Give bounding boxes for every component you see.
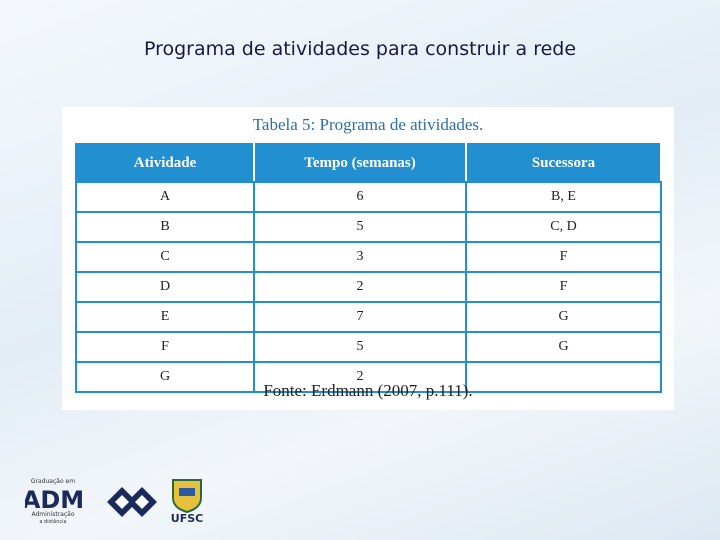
table-caption: Tabela 5: Programa de atividades.	[252, 115, 484, 134]
logo-text: ADM	[25, 486, 84, 514]
logo-text: Administração	[31, 511, 74, 518]
header-cell: Atividade	[75, 143, 255, 183]
table-cell	[465, 361, 662, 393]
slide-title: Programa de atividades para construir a …	[143, 38, 577, 60]
table-cell: 7	[253, 301, 467, 333]
table-image: Tabela 5: Programa de atividades. Ativid…	[62, 107, 674, 410]
table-cell: 5	[253, 211, 467, 243]
table-cell: C, D	[465, 211, 662, 243]
table-cell: 6	[253, 181, 467, 213]
ufsc-crest	[172, 479, 202, 514]
table-row: B 5 C, D	[75, 211, 662, 243]
table-cell: 2	[253, 271, 467, 303]
table-cell: F	[75, 331, 255, 363]
mec-logo	[107, 487, 157, 517]
table-cell: 2	[253, 361, 467, 393]
table-cell: G	[465, 331, 662, 363]
table-cell: B, E	[465, 181, 662, 213]
header-cell: Tempo (semanas)	[253, 143, 467, 183]
table-cell: B	[75, 211, 255, 243]
logo-text: a distância	[39, 518, 66, 525]
header-row: Atividade Tempo (semanas) Sucessora	[75, 143, 662, 183]
table-cell: A	[75, 181, 255, 213]
table-row: A 6 B, E	[75, 181, 662, 213]
table-cell: E	[75, 301, 255, 333]
table-cell: G	[75, 361, 255, 393]
header-cell: Sucessora	[465, 143, 662, 183]
logos: Graduação em ADM Administração a distânc…	[25, 478, 203, 525]
table-source: Fonte: Erdmann (2007, p.111).	[263, 381, 473, 400]
logo-text: Graduação em	[31, 478, 75, 485]
table: Atividade Tempo (semanas) Sucessora A 6 B, E…	[75, 143, 662, 393]
table-cell: 3	[253, 241, 467, 273]
table-cell: F	[465, 241, 662, 273]
table-cell: G	[465, 301, 662, 333]
table-cell: F	[465, 271, 662, 303]
logo-text: UFSC	[171, 512, 203, 525]
table-cell: C	[75, 241, 255, 273]
table-cell: 5	[253, 331, 467, 363]
table-cell: D	[75, 271, 255, 303]
